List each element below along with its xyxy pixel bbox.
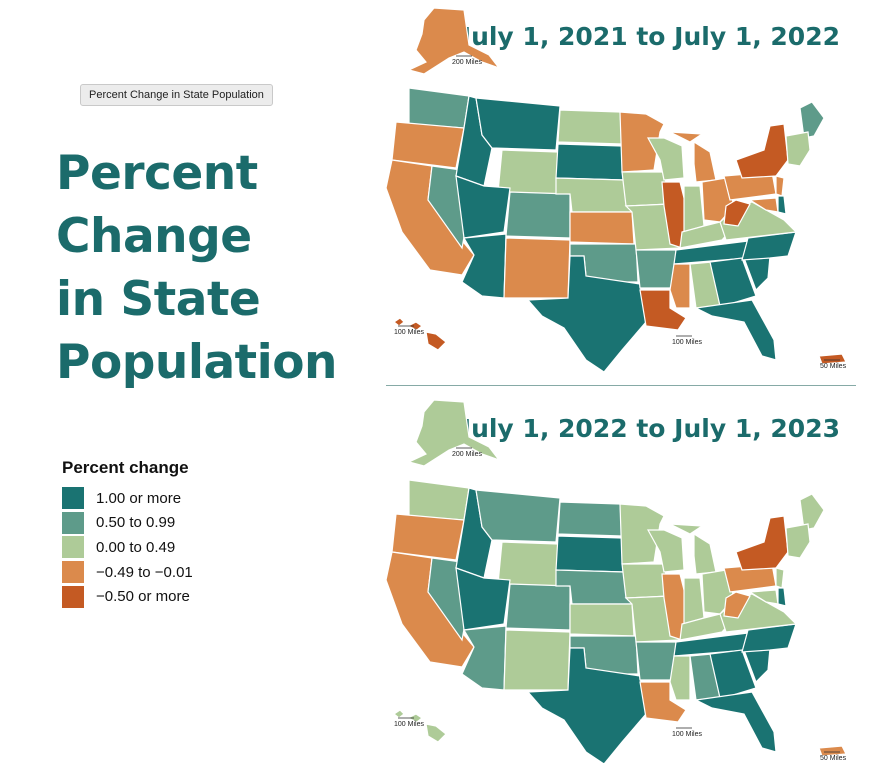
legend-label: −0.49 to −0.01	[96, 564, 193, 581]
state-nd	[558, 502, 622, 536]
scale-label-main: 100 Miles	[672, 339, 702, 346]
state-sd	[556, 536, 624, 572]
state-ms	[670, 656, 690, 700]
title-line-3: in State	[56, 268, 376, 331]
legend-swatch	[62, 561, 84, 583]
state-ne6	[786, 132, 810, 166]
scale-label-alaska: 200 Miles	[452, 59, 482, 66]
legend-item: 0.00 to 0.49	[62, 535, 322, 560]
state-ms	[670, 264, 690, 308]
divider	[386, 385, 856, 386]
state-ne6	[786, 524, 810, 558]
state-ar	[636, 642, 676, 680]
scale-label-alaska: 200 Miles	[452, 451, 482, 458]
us-map-2022: 200 Miles 100 Miles 100 Miles 50 Miles	[364, 0, 864, 385]
state-wa	[409, 480, 469, 520]
state-ar	[636, 250, 676, 288]
legend-swatch	[62, 512, 84, 534]
legend-item: −0.49 to −0.01	[62, 560, 322, 585]
legend-label: 0.50 to 0.99	[96, 514, 175, 531]
state-co	[506, 584, 570, 630]
title-line-1: Percent	[56, 142, 376, 205]
scale-label-pr: 50 Miles	[820, 363, 847, 370]
state-fl	[696, 300, 776, 360]
scale-label-pr: 50 Miles	[820, 755, 847, 762]
state-ny	[736, 124, 788, 178]
state-de	[778, 196, 786, 214]
state-nj	[776, 176, 784, 196]
legend-title: Percent change	[62, 458, 322, 478]
state-nm	[504, 238, 570, 298]
scale-label-hawaii: 100 Miles	[394, 721, 424, 728]
state-in	[684, 186, 704, 232]
legend-swatch	[62, 487, 84, 509]
state-ny	[736, 516, 788, 570]
state-mt	[476, 490, 560, 542]
legend-item: 0.50 to 0.99	[62, 511, 322, 536]
state-az	[462, 234, 506, 298]
scale-label-hawaii: 100 Miles	[394, 329, 424, 336]
state-az	[462, 626, 506, 690]
title-line-2: Change	[56, 205, 376, 268]
legend-label: −0.50 or more	[96, 588, 190, 605]
legend-label: 0.00 to 0.49	[96, 539, 175, 556]
tooltip-label: Percent Change in State Population	[80, 84, 273, 106]
state-nm	[504, 630, 570, 690]
state-ks	[570, 212, 634, 244]
legend: Percent change 1.00 or more 0.50 to 0.99…	[62, 458, 322, 609]
state-mt	[476, 98, 560, 150]
state-wa	[409, 88, 469, 128]
state-nj	[776, 568, 784, 588]
legend-label: 1.00 or more	[96, 490, 181, 507]
legend-swatch	[62, 536, 84, 558]
state-de	[778, 588, 786, 606]
state-fl	[696, 692, 776, 752]
legend-item: 1.00 or more	[62, 486, 322, 511]
legend-swatch	[62, 586, 84, 608]
scale-label-main: 100 Miles	[672, 731, 702, 738]
state-nd	[558, 110, 622, 144]
state-ks	[570, 604, 634, 636]
page-title: Percent Change in State Population	[56, 142, 376, 394]
title-line-4: Population	[56, 331, 376, 394]
legend-item: −0.50 or more	[62, 584, 322, 609]
state-sd	[556, 144, 624, 180]
state-in	[684, 578, 704, 624]
state-co	[506, 192, 570, 238]
us-map-2023: 200 Miles 100 Miles 100 Miles 50 Miles	[364, 392, 864, 777]
